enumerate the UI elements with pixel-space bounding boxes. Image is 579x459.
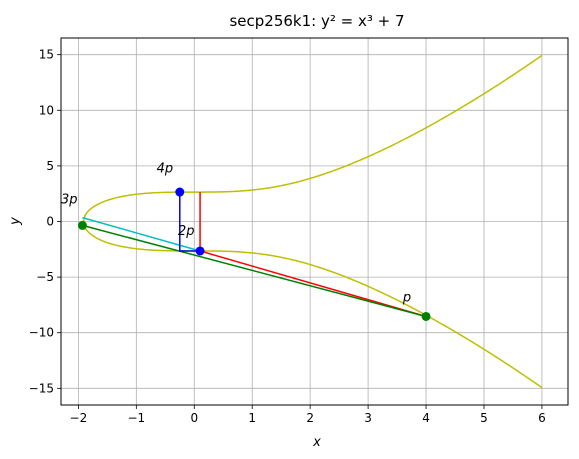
y-tick-label: 0 <box>46 215 54 229</box>
y-axis-label: y <box>8 217 23 226</box>
y-tick-label: −5 <box>36 270 54 284</box>
chart-title: secp256k1: y² = x³ + 7 <box>229 12 404 30</box>
y-tick-label: 5 <box>46 159 54 173</box>
y-tick-label: −10 <box>29 326 54 340</box>
y-tick-label: 15 <box>39 48 54 62</box>
segment-line <box>179 192 201 252</box>
point-label: 4p <box>157 162 174 177</box>
point-marker <box>195 246 205 256</box>
x-tick-label: 0 <box>190 411 198 425</box>
x-tick-label: 1 <box>248 411 256 425</box>
x-tick-label: 3 <box>364 411 372 425</box>
x-tick-label: 5 <box>480 411 488 425</box>
x-tick-label: −2 <box>70 411 88 425</box>
x-axis-label: x <box>312 435 321 450</box>
x-tick-label: −1 <box>127 411 145 425</box>
y-tick-label: 10 <box>39 103 54 117</box>
point-label: 3p <box>61 193 78 208</box>
point-marker <box>175 187 185 197</box>
point-label: p <box>402 291 411 306</box>
y-tick-label: −15 <box>29 381 54 395</box>
grid <box>61 38 568 405</box>
x-tick-label: 4 <box>422 411 430 425</box>
segment-line <box>82 224 427 318</box>
x-tick-label: 2 <box>306 411 314 425</box>
point-marker <box>421 311 431 321</box>
x-tick-label: 6 <box>538 411 546 425</box>
point-marker <box>77 220 87 230</box>
plot-area: p 2p 3p 4p <box>61 54 543 389</box>
point-label: 2p <box>178 224 195 239</box>
